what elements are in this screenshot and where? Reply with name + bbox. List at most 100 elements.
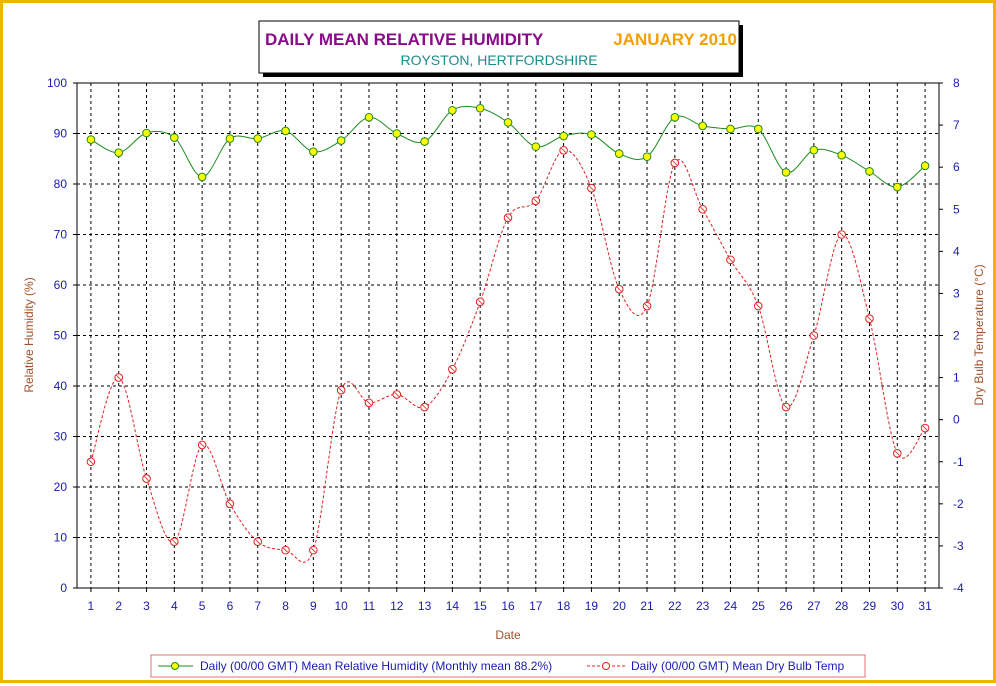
series-temperature bbox=[86, 146, 930, 563]
temperature-point-hatch bbox=[588, 185, 594, 191]
humidity-point bbox=[475, 103, 485, 113]
temperature-point-hatch bbox=[783, 404, 789, 410]
x-tick-label: 12 bbox=[390, 599, 404, 613]
humidity-point bbox=[531, 142, 541, 151]
x-tick-label: 28 bbox=[835, 599, 849, 613]
temperature-point-hatch bbox=[477, 299, 483, 305]
temperature-point-hatch bbox=[922, 425, 928, 431]
humidity-point bbox=[197, 172, 207, 182]
y2-tick-label: -1 bbox=[953, 455, 964, 469]
x-tick-label: 7 bbox=[254, 599, 261, 613]
chart-subtitle: ROYSTON, HERTFORDSHIRE bbox=[400, 52, 597, 68]
x-tick-label: 25 bbox=[752, 599, 766, 613]
legend-temp-marker bbox=[602, 662, 610, 670]
y2-tick-label: 1 bbox=[953, 371, 960, 385]
x-tick-label: 22 bbox=[668, 599, 682, 613]
humidity-point bbox=[892, 182, 902, 192]
x-tick-label: 15 bbox=[474, 599, 488, 613]
x-tick-label: 8 bbox=[282, 599, 289, 613]
humidity-point bbox=[225, 134, 235, 143]
x-tick-label: 6 bbox=[227, 599, 234, 613]
humidity-point bbox=[642, 152, 652, 162]
temperature-point-hatch bbox=[839, 232, 845, 237]
x-tick-label: 20 bbox=[613, 599, 627, 613]
temperature-point-hatch bbox=[366, 400, 372, 406]
humidity-point bbox=[670, 113, 680, 122]
temperature-point-hatch bbox=[116, 375, 122, 381]
y2-tick-label: -2 bbox=[953, 497, 964, 511]
x-tick-label: 10 bbox=[334, 599, 348, 613]
temperature-point-hatch bbox=[227, 501, 233, 507]
y2-tick-label: -4 bbox=[953, 581, 964, 595]
temperature-point-hatch bbox=[700, 206, 706, 212]
x-axis-title: Date bbox=[495, 628, 521, 642]
x-tick-label: 18 bbox=[557, 599, 571, 613]
x-tick-label: 21 bbox=[640, 599, 654, 613]
series-layer bbox=[86, 103, 930, 563]
temperature-point-hatch bbox=[171, 539, 177, 545]
y2-tick-label: 8 bbox=[953, 76, 960, 90]
y-tick-label: 20 bbox=[54, 480, 68, 494]
humidity-point bbox=[336, 136, 346, 145]
y-tick-label: 60 bbox=[54, 278, 68, 292]
humidity-point bbox=[170, 133, 179, 142]
x-tick-label: 5 bbox=[199, 599, 206, 613]
y-tick-label: 30 bbox=[54, 430, 68, 444]
temperature-point-hatch bbox=[88, 459, 94, 465]
temperature-point-hatch bbox=[144, 476, 149, 482]
grid-layer bbox=[77, 83, 939, 588]
humidity-point bbox=[309, 147, 318, 156]
temperature-point-hatch bbox=[533, 198, 539, 204]
x-tick-label: 4 bbox=[171, 599, 178, 613]
y-tick-label: 50 bbox=[54, 329, 68, 343]
x-tick-label: 9 bbox=[310, 599, 317, 613]
y-axis-title: Relative Humidity (%) bbox=[22, 277, 36, 392]
temperature-point-hatch bbox=[310, 547, 316, 553]
y-tick-label: 10 bbox=[54, 531, 68, 545]
x-tick-label: 23 bbox=[696, 599, 710, 613]
humidity-point bbox=[781, 168, 791, 177]
y2-tick-label: 2 bbox=[953, 329, 960, 343]
temperature-point-hatch bbox=[894, 450, 900, 456]
temperature-point-hatch bbox=[449, 366, 455, 372]
x-tick-label: 19 bbox=[585, 599, 599, 613]
x-tick-label: 11 bbox=[363, 599, 376, 613]
chart-title-month: JANUARY 2010 bbox=[613, 30, 737, 49]
humidity-point bbox=[364, 113, 374, 122]
temperature-point-hatch bbox=[561, 147, 567, 153]
humidity-point bbox=[865, 167, 874, 176]
temperature-point-hatch bbox=[727, 257, 733, 263]
x-tick-label: 14 bbox=[446, 599, 460, 613]
humidity-point bbox=[392, 129, 402, 138]
temperature-point-hatch bbox=[255, 539, 261, 545]
temperature-point-hatch bbox=[672, 160, 678, 166]
y2-tick-label: 7 bbox=[953, 118, 960, 132]
humidity-point bbox=[809, 145, 819, 155]
chart-title: DAILY MEAN RELATIVE HUMIDITY bbox=[265, 30, 544, 49]
humidity-point bbox=[753, 124, 763, 134]
x-tick-label: 30 bbox=[891, 599, 905, 613]
legend-humidity-marker bbox=[171, 662, 179, 670]
y2-tick-label: 0 bbox=[953, 413, 960, 427]
y2-axis-title: Dry Bulb Temperature (°C) bbox=[972, 264, 986, 405]
temperature-point-hatch bbox=[867, 316, 872, 322]
y-tick-label: 0 bbox=[60, 581, 67, 595]
temperature-point-hatch bbox=[616, 286, 622, 292]
legend-humidity-label: Daily (00/00 GMT) Mean Relative Humidity… bbox=[200, 659, 552, 673]
temperature-point-hatch bbox=[394, 391, 400, 397]
temperature-point-hatch bbox=[338, 387, 344, 393]
temperature-point-hatch bbox=[422, 404, 428, 410]
title-box-panel bbox=[258, 20, 740, 74]
axis-layer: 0102030405060708090100-4-3-2-10123456781… bbox=[47, 76, 964, 613]
x-tick-label: 24 bbox=[724, 599, 738, 613]
temperature-point-hatch bbox=[755, 303, 761, 309]
x-tick-label: 3 bbox=[143, 599, 150, 613]
humidity-point bbox=[114, 148, 124, 157]
humidity-point bbox=[837, 150, 846, 160]
humidity-point bbox=[142, 128, 151, 138]
humidity-point bbox=[587, 130, 596, 139]
y2-tick-label: 6 bbox=[953, 160, 960, 174]
temperature-point-hatch bbox=[283, 547, 289, 553]
humidity-point bbox=[614, 149, 624, 158]
